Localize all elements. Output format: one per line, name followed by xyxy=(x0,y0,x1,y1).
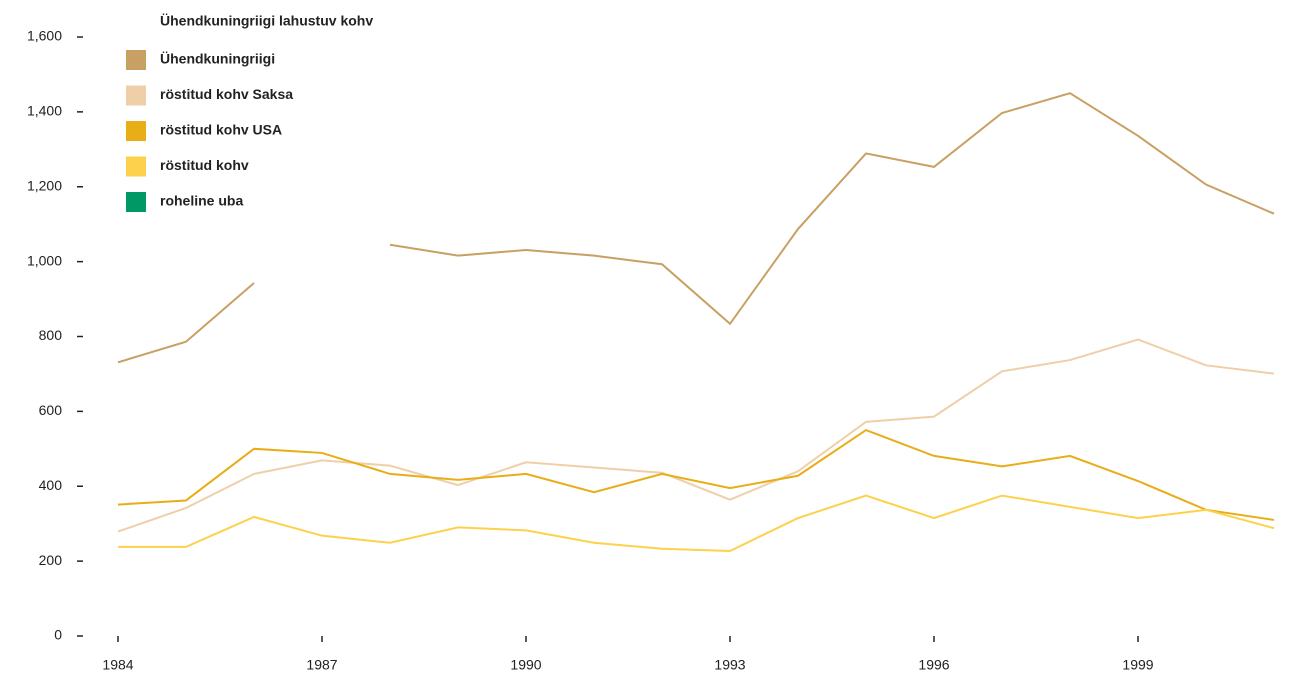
y-tick-label: 1,000 xyxy=(27,252,62,268)
legend-swatch xyxy=(126,192,146,212)
y-tick-label: 200 xyxy=(39,552,63,568)
legend-label: roheline uba xyxy=(160,193,243,209)
series-line xyxy=(117,338,1275,533)
legend-swatch xyxy=(126,121,146,141)
y-tick-label: 600 xyxy=(39,402,63,418)
legend-label: röstitud kohv Saksa xyxy=(160,86,293,102)
legend-swatch xyxy=(126,85,146,106)
series-line xyxy=(118,494,1275,553)
y-tick-label: 1,600 xyxy=(27,28,62,44)
x-tick-label: 1996 xyxy=(918,657,949,673)
y-tick-label: 400 xyxy=(39,477,63,493)
y-tick-label: 800 xyxy=(39,327,63,343)
x-tick-label: 1984 xyxy=(102,657,133,673)
legend-swatch xyxy=(126,50,146,70)
legend-title: Ühendkuningriigi lahustuv kohv xyxy=(160,13,373,29)
legend-label: röstitud kohv USA xyxy=(160,122,282,138)
x-tick-label: 1990 xyxy=(510,657,541,673)
series-line xyxy=(117,428,1275,521)
legend-swatch xyxy=(126,156,146,177)
x-tick-label: 1987 xyxy=(306,657,337,673)
x-tick-label: 1993 xyxy=(714,657,745,673)
legend-label: Ühendkuningriigi xyxy=(160,51,275,67)
x-tick-label: 1999 xyxy=(1122,657,1153,673)
series-line xyxy=(117,92,1275,364)
legend-label: röstitud kohv xyxy=(160,157,249,173)
y-tick-label: 1,200 xyxy=(27,177,62,193)
y-tick-label: 0 xyxy=(54,627,62,643)
y-tick-label: 1,400 xyxy=(27,103,62,119)
